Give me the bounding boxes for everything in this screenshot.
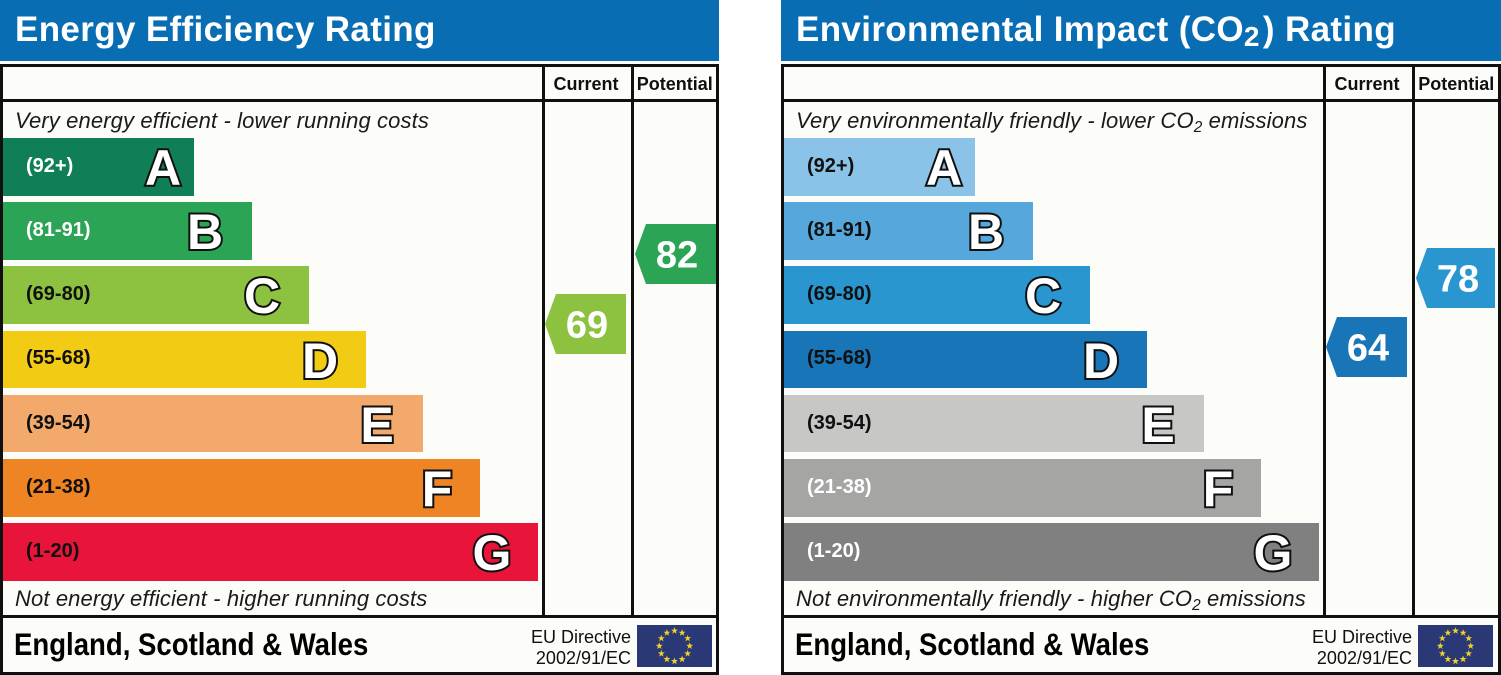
svg-text:B: B bbox=[186, 204, 222, 260]
svg-text:F: F bbox=[422, 461, 453, 517]
svg-text:82: 82 bbox=[656, 235, 698, 277]
svg-text:C: C bbox=[1025, 268, 1061, 324]
svg-text:69: 69 bbox=[566, 305, 608, 347]
svg-text:64: 64 bbox=[1347, 328, 1389, 370]
svg-text:C: C bbox=[244, 268, 280, 324]
svg-text:B: B bbox=[967, 204, 1003, 260]
svg-text:A: A bbox=[925, 140, 961, 196]
svg-text:E: E bbox=[360, 397, 393, 453]
svg-text:A: A bbox=[144, 140, 180, 196]
svg-text:F: F bbox=[1203, 461, 1234, 517]
svg-text:D: D bbox=[1083, 333, 1119, 389]
svg-text:G: G bbox=[1254, 525, 1293, 581]
svg-text:78: 78 bbox=[1437, 259, 1479, 301]
svg-text:E: E bbox=[1141, 397, 1174, 453]
svg-text:G: G bbox=[473, 525, 512, 581]
svg-text:D: D bbox=[302, 333, 338, 389]
